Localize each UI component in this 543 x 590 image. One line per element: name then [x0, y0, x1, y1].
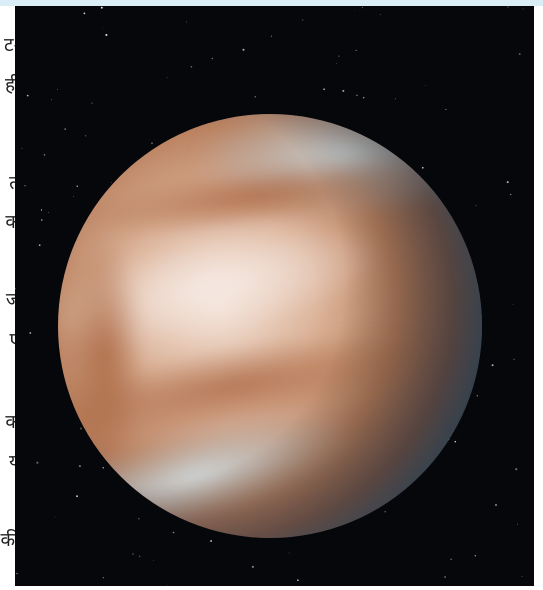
star [15, 287, 16, 290]
star [151, 142, 153, 145]
star [356, 94, 358, 97]
star [166, 77, 168, 79]
text-fragment: त [9, 172, 20, 194]
star [43, 154, 46, 156]
star [507, 6, 509, 8]
star [190, 65, 193, 68]
star [186, 21, 187, 23]
star [445, 108, 447, 111]
top-strip [0, 0, 543, 6]
star [29, 332, 32, 334]
star [242, 48, 245, 51]
star [495, 504, 497, 506]
star [36, 461, 39, 464]
star [513, 358, 515, 360]
star [474, 555, 476, 557]
star [362, 96, 365, 99]
star [167, 584, 169, 586]
star [51, 99, 52, 101]
star [338, 55, 340, 57]
star [105, 33, 108, 37]
star [270, 35, 272, 37]
star [394, 98, 396, 100]
star [172, 531, 175, 534]
star [355, 49, 357, 52]
star [40, 209, 43, 211]
star [515, 468, 518, 471]
star [521, 575, 523, 578]
star [102, 27, 103, 29]
star [80, 427, 82, 430]
star [38, 244, 41, 246]
star [153, 560, 154, 562]
star [517, 523, 518, 525]
star [21, 147, 23, 149]
star [73, 195, 74, 197]
star [424, 84, 426, 86]
star [254, 96, 256, 98]
text-fragment: य [8, 451, 20, 473]
star [139, 555, 141, 557]
star [323, 88, 325, 91]
star [102, 466, 105, 469]
star [518, 53, 521, 56]
star [454, 440, 457, 443]
star [421, 166, 424, 169]
star [210, 540, 213, 542]
star [102, 577, 105, 579]
star [83, 12, 86, 15]
planet-image [15, 6, 534, 586]
star [84, 135, 87, 137]
star [138, 518, 140, 520]
star [24, 184, 26, 187]
star [361, 7, 363, 9]
star [506, 181, 509, 184]
star [302, 19, 304, 21]
star [100, 6, 103, 9]
star [78, 465, 81, 468]
star [288, 552, 290, 554]
star [76, 495, 78, 498]
star [26, 94, 29, 97]
star [16, 572, 18, 575]
star [450, 558, 452, 560]
star [54, 516, 56, 518]
star [384, 511, 386, 513]
star [297, 579, 299, 582]
star [510, 193, 512, 196]
star [512, 304, 514, 305]
star [475, 205, 477, 207]
star [47, 211, 49, 213]
star [132, 553, 134, 555]
star [444, 576, 447, 578]
star [354, 10, 355, 11]
star [211, 57, 214, 60]
star [522, 8, 524, 10]
star [76, 185, 78, 187]
star [64, 128, 67, 131]
star [56, 88, 58, 90]
star [251, 565, 254, 568]
star [336, 63, 337, 65]
star [380, 14, 381, 15]
text-fragment: ए [9, 329, 20, 351]
star [476, 395, 478, 397]
star [342, 89, 345, 92]
star [41, 219, 43, 221]
star [111, 181, 113, 183]
star [491, 364, 494, 367]
star [91, 102, 93, 104]
